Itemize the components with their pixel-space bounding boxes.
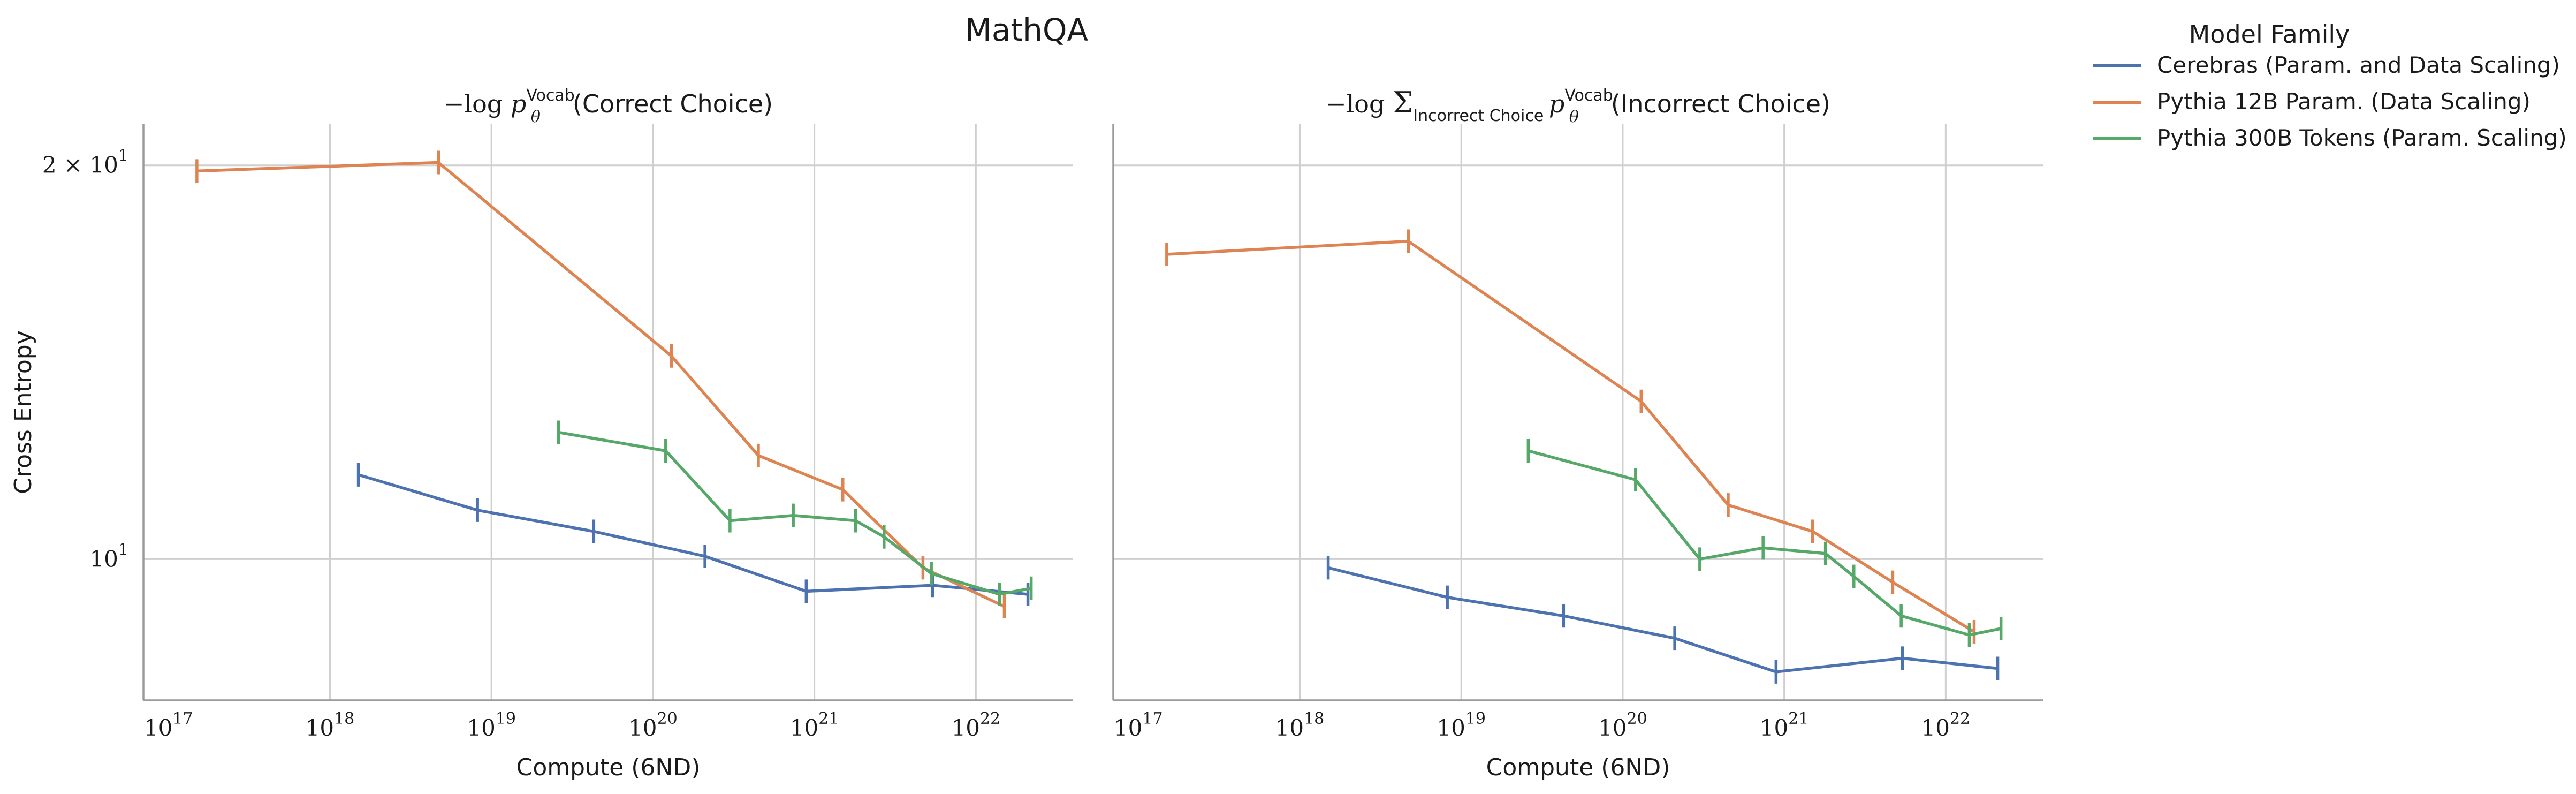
plot-left-xlabel: Compute (6ND): [516, 754, 701, 781]
legend-entry-label: Pythia 300B Tokens (Param. Scaling): [2157, 125, 2567, 151]
x-tick-label: 1019: [1437, 709, 1486, 741]
legend-title: Model Family: [2189, 20, 2350, 49]
plot-right-series: [1165, 229, 2003, 684]
y-tick-label: 101: [89, 540, 128, 572]
x-tick-label: 1019: [467, 709, 516, 741]
plot-right-axes: [1112, 124, 2043, 701]
plot-right-xlabel: Compute (6ND): [1486, 754, 1670, 781]
x-tick-label: 1017: [144, 709, 193, 741]
plot-left-grid: [143, 124, 1073, 700]
legend-entry-label: Cerebras (Param. and Data Scaling): [2157, 52, 2560, 78]
x-tick-label: 1020: [628, 709, 678, 741]
legend: Model Family Cerebras (Param. and Data S…: [2093, 20, 2567, 151]
x-tick-label: 1022: [952, 709, 1001, 741]
x-tick-label: 1021: [790, 709, 839, 741]
chart-left: 1017 1018 1019 1020 1021 1022 101 2 × 101 −log …: [10, 86, 1073, 781]
plot-left-axes: [142, 124, 1073, 701]
x-tick-label: 1018: [1275, 709, 1325, 741]
plot-right-grid: [1113, 124, 2043, 700]
y-tick-label: 2 × 101: [42, 147, 128, 178]
x-tick-label: 1022: [1921, 709, 1971, 741]
plot-right-ticks: 1017 1018 1019 1020 1021 1022: [1114, 709, 1970, 741]
plot-left-ylabel: Cross Entropy: [10, 330, 37, 494]
chart-right: 1017 1018 1019 1020 1021 1022 −log ΣIncorrect…: [1112, 86, 2043, 781]
plot-left-title: −log pVocab θ (Correct Choice): [444, 86, 773, 126]
figure-title: MathQA: [965, 12, 1089, 48]
plot-left-ticks: 1017 1018 1019 1020 1021 1022 101 2 × 101: [42, 147, 1000, 741]
series-line: [358, 473, 1028, 596]
x-tick-label: 1020: [1598, 709, 1647, 741]
x-tick-label: 1017: [1114, 709, 1163, 741]
series-line: [1327, 566, 1998, 674]
x-tick-label: 1018: [306, 709, 355, 741]
x-tick-label: 1021: [1760, 709, 1809, 741]
plot-right-title: −log ΣIncorrect Choice pVocab θ (Incorrect…: [1326, 86, 1830, 126]
legend-entry-label: Pythia 12B Param. (Data Scaling): [2157, 88, 2531, 115]
series-line: [558, 430, 1032, 596]
plot-left-series: [195, 150, 1033, 618]
series-line: [1528, 449, 2002, 637]
